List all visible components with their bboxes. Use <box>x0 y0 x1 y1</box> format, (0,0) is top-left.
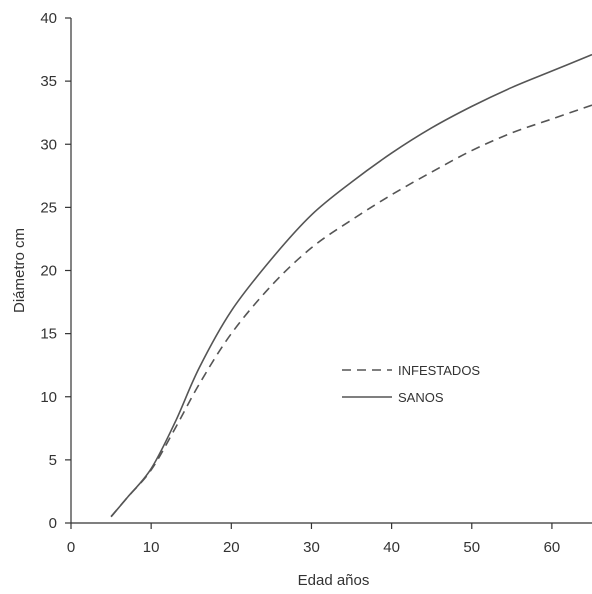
y-tick-label: 20 <box>40 263 57 280</box>
y-axis-ticks: 0 5 10 15 20 25 30 35 40 <box>40 10 71 532</box>
y-tick-label: 15 <box>40 326 57 343</box>
x-tick-label: 50 <box>463 539 480 556</box>
y-tick-label: 30 <box>40 136 57 153</box>
x-tick-label: 40 <box>383 539 400 556</box>
axes <box>70 18 592 524</box>
x-tick-label: 30 <box>303 539 320 556</box>
y-tick-label: 5 <box>49 452 57 469</box>
series-line-infestados <box>110 104 592 518</box>
legend-label-infestados: INFESTADOS <box>398 363 480 378</box>
x-tick-label: 0 <box>67 539 75 556</box>
series-line-sanos <box>110 53 592 518</box>
plot-area <box>110 53 592 518</box>
y-axis-title: Diámetro cm <box>11 228 28 313</box>
x-axis-ticks: 0 10 20 30 40 50 60 <box>67 523 560 556</box>
y-tick-label: 40 <box>40 10 57 27</box>
x-tick-label: 10 <box>143 539 160 556</box>
y-tick-label: 10 <box>40 389 57 406</box>
x-tick-label: 20 <box>223 539 240 556</box>
legend: INFESTADOS SANOS <box>342 363 480 405</box>
legend-label-sanos: SANOS <box>398 390 444 405</box>
x-tick-label: 60 <box>544 539 561 556</box>
x-axis-title: Edad años <box>298 572 370 589</box>
y-tick-label: 0 <box>49 515 57 532</box>
y-tick-label: 35 <box>40 73 57 90</box>
y-tick-label: 25 <box>40 199 57 216</box>
